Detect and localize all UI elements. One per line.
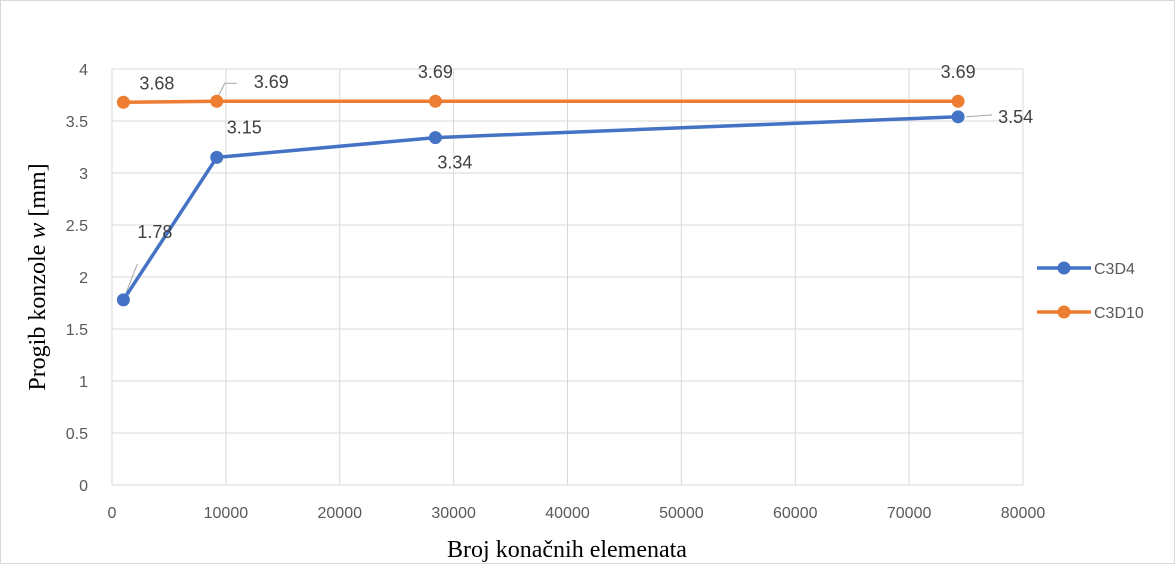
gridlines — [111, 68, 1024, 486]
y-tick-label: 2 — [79, 270, 88, 287]
series-line-c3d10 — [121, 99, 960, 105]
data-label-c3d10: 3.69 — [254, 72, 289, 92]
y-axis-title: Progib konzole w [mm] — [25, 163, 51, 390]
legend-label-c3d10: C3D10 — [1094, 305, 1144, 322]
data-labels: 1.78 3.15 3.34 3.54 3.68 3.69 3.69 3.69 — [137, 62, 1033, 242]
x-tick-label: 30000 — [431, 505, 476, 522]
x-tick-label: 60000 — [773, 505, 818, 522]
legend-marker-c3d10 — [1057, 305, 1071, 319]
y-tick-labels: 0 0.5 1 1.5 2 2.5 3 3.5 4 — [66, 62, 88, 495]
y-axis-title-suffix: [mm] — [25, 163, 51, 222]
label-leader-line — [966, 114, 993, 118]
label-leader-lines — [122, 82, 993, 301]
y-axis-title-prefix: Progib konzole — [25, 239, 51, 391]
data-label-c3d4: 3.54 — [998, 107, 1033, 127]
data-point-c3d4 — [951, 110, 965, 124]
data-label-c3d4: 3.34 — [437, 153, 472, 173]
data-point-c3d10 — [428, 94, 442, 108]
y-tick-label: 0.5 — [66, 426, 88, 443]
legend-label-c3d4: C3D4 — [1094, 261, 1135, 278]
y-tick-label: 1.5 — [66, 322, 88, 339]
data-point-c3d10 — [210, 94, 224, 108]
x-tick-label: 80000 — [1001, 505, 1046, 522]
label-leader-line — [218, 82, 237, 96]
legend-marker-c3d4 — [1057, 261, 1071, 275]
y-tick-label: 4 — [79, 62, 88, 79]
data-label-c3d10: 3.69 — [418, 62, 453, 82]
y-tick-label: 1 — [79, 374, 88, 391]
x-tick-label: 10000 — [204, 505, 249, 522]
data-point-c3d10 — [951, 94, 965, 108]
data-point-c3d4 — [428, 131, 442, 145]
x-tick-label: 0 — [108, 505, 117, 522]
data-point-c3d4 — [116, 293, 130, 307]
data-point-c3d10 — [116, 95, 130, 109]
data-label-c3d4: 3.15 — [227, 117, 262, 137]
series-group — [116, 94, 965, 307]
y-tick-label: 3.5 — [66, 114, 88, 131]
x-tick-label: 40000 — [545, 505, 590, 522]
y-axis-title-var: w — [25, 223, 51, 239]
series-line-c3d4 — [121, 115, 960, 302]
data-label-c3d10: 3.68 — [139, 73, 174, 93]
x-axis-title: Broj konačnih elemenata — [447, 537, 687, 563]
y-tick-label: 2.5 — [66, 218, 88, 235]
y-tick-label: 3 — [79, 166, 88, 183]
y-tick-label: 0 — [79, 478, 88, 495]
x-tick-labels: 0 10000 20000 30000 40000 50000 60000 70000 8000… — [108, 505, 1046, 522]
data-label-c3d4: 1.78 — [137, 222, 172, 242]
data-point-c3d4 — [210, 150, 224, 164]
data-label-c3d10: 3.69 — [941, 62, 976, 82]
x-tick-label: 20000 — [318, 505, 363, 522]
legend: C3D4 C3D10 — [1037, 261, 1144, 322]
x-tick-label: 70000 — [887, 505, 932, 522]
x-tick-label: 50000 — [659, 505, 704, 522]
